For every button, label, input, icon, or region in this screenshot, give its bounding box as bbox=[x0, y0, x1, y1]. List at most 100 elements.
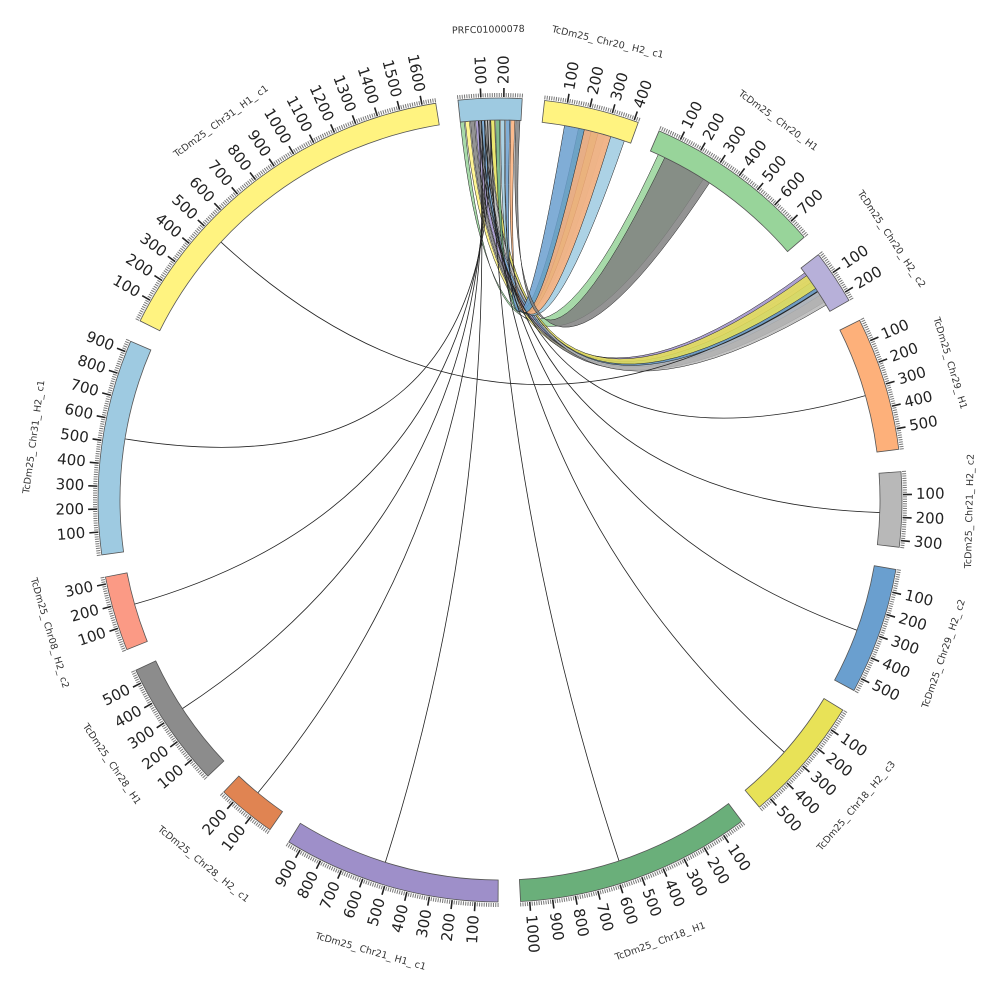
minor-tick bbox=[607, 107, 610, 112]
minor-tick bbox=[692, 142, 695, 147]
minor-tick bbox=[374, 883, 377, 888]
minor-tick bbox=[283, 155, 287, 159]
minor-tick bbox=[621, 883, 624, 888]
tick-label: 100 bbox=[110, 271, 144, 301]
minor-tick bbox=[795, 223, 800, 227]
minor-tick bbox=[876, 353, 881, 357]
minor-tick bbox=[893, 585, 898, 587]
minor-tick bbox=[330, 129, 333, 134]
minor-tick bbox=[179, 748, 184, 752]
major-tick bbox=[816, 747, 825, 755]
minor-tick bbox=[242, 812, 246, 816]
major-tick bbox=[197, 219, 205, 227]
minor-tick bbox=[713, 841, 717, 846]
minor-tick bbox=[215, 208, 220, 212]
minor-tick bbox=[340, 125, 344, 130]
minor-tick bbox=[891, 402, 896, 405]
minor-tick bbox=[287, 843, 291, 848]
minor-tick bbox=[681, 859, 685, 864]
minor-tick bbox=[761, 806, 765, 810]
major-tick bbox=[373, 107, 379, 117]
minor-tick bbox=[882, 627, 887, 630]
minor-tick bbox=[259, 824, 263, 829]
minor-tick bbox=[320, 861, 323, 866]
segment-arc bbox=[800, 254, 850, 312]
minor-tick bbox=[725, 833, 729, 838]
minor-tick bbox=[163, 270, 168, 274]
minor-tick bbox=[873, 650, 878, 654]
minor-tick bbox=[865, 328, 870, 331]
minor-tick bbox=[617, 885, 620, 890]
minor-tick bbox=[837, 719, 842, 723]
segment-label: TcDm25_ Chr18_ H1 bbox=[613, 920, 707, 963]
minor-tick bbox=[149, 704, 154, 708]
minor-tick bbox=[735, 169, 739, 174]
minor-tick bbox=[707, 844, 711, 849]
major-tick bbox=[738, 167, 746, 177]
minor-tick bbox=[124, 343, 129, 346]
minor-tick bbox=[553, 96, 555, 101]
minor-tick bbox=[841, 283, 846, 287]
minor-tick bbox=[664, 867, 668, 872]
tick-label: 100 bbox=[470, 55, 489, 84]
minor-tick bbox=[140, 307, 145, 311]
segment-label: TcDm25_ Chr20_ H2_ c1 bbox=[550, 24, 665, 61]
minor-tick bbox=[702, 147, 706, 152]
minor-tick bbox=[203, 776, 208, 780]
minor-tick bbox=[866, 330, 871, 333]
minor-tick bbox=[840, 714, 845, 717]
major-tick bbox=[167, 255, 176, 263]
minor-tick bbox=[273, 161, 277, 166]
minor-tick bbox=[806, 760, 811, 764]
major-tick bbox=[116, 347, 126, 353]
minor-tick bbox=[695, 851, 699, 856]
tick-label: 300 bbox=[55, 475, 84, 494]
major-tick bbox=[619, 884, 624, 894]
tick-label: 400 bbox=[388, 903, 412, 935]
minor-tick bbox=[815, 749, 820, 754]
minor-tick bbox=[671, 864, 674, 869]
minor-tick bbox=[768, 800, 772, 804]
minor-tick bbox=[784, 211, 788, 216]
minor-tick bbox=[355, 118, 359, 124]
minor-tick bbox=[599, 890, 602, 895]
tick-label: 100 bbox=[916, 485, 945, 503]
major-tick bbox=[786, 782, 794, 790]
minor-tick bbox=[895, 578, 900, 581]
minor-tick bbox=[393, 106, 396, 112]
minor-tick bbox=[111, 621, 117, 624]
minor-tick bbox=[154, 283, 159, 287]
minor-tick bbox=[104, 402, 109, 405]
minor-tick bbox=[881, 629, 886, 632]
minor-tick bbox=[144, 696, 149, 700]
segment-label: TcDm25_ Chr21_ H2_ c2 bbox=[963, 454, 977, 570]
minor-tick bbox=[108, 610, 113, 613]
minor-tick bbox=[847, 293, 852, 297]
minor-tick bbox=[811, 755, 816, 759]
minor-tick bbox=[164, 728, 169, 732]
minor-tick bbox=[103, 592, 108, 595]
minor-tick bbox=[291, 846, 295, 851]
minor-tick bbox=[99, 425, 104, 428]
minor-tick bbox=[196, 228, 201, 232]
major-tick bbox=[213, 202, 222, 211]
minor-tick bbox=[891, 596, 896, 599]
minor-tick bbox=[119, 353, 124, 357]
minor-tick bbox=[889, 602, 894, 605]
minor-tick bbox=[899, 448, 904, 450]
minor-tick bbox=[890, 400, 895, 403]
minor-tick bbox=[879, 362, 884, 365]
major-tick bbox=[574, 895, 578, 905]
minor-tick bbox=[441, 898, 444, 903]
segment-arc bbox=[839, 319, 900, 453]
minor-tick bbox=[556, 898, 559, 903]
minor-tick bbox=[598, 105, 601, 110]
minor-tick bbox=[343, 872, 347, 877]
minor-tick bbox=[824, 258, 829, 262]
minor-tick bbox=[825, 736, 830, 741]
major-tick bbox=[396, 100, 401, 110]
tick-label: 700 bbox=[593, 901, 617, 933]
